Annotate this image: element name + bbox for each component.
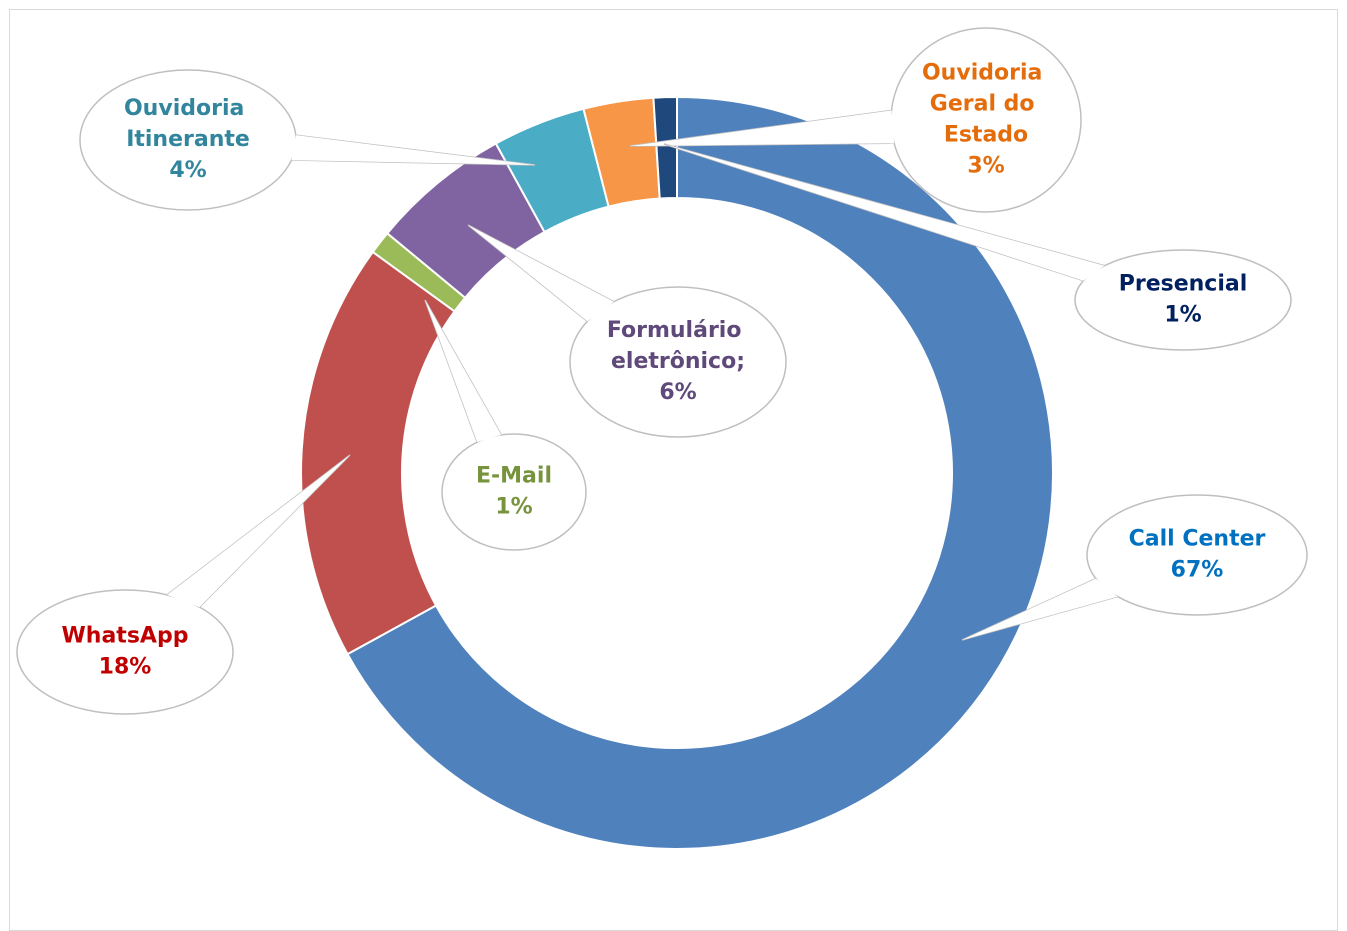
- label-line: Presencial: [1119, 272, 1248, 297]
- data-label-category: Ouvidoria Geral do Estado: [922, 61, 1050, 148]
- data-label-value: 18%: [99, 655, 152, 680]
- label-line: Formulário: [607, 318, 749, 343]
- data-label-category: Ouvidoria Itinerante: [124, 96, 252, 152]
- callout-joint: [167, 455, 350, 608]
- callout-joint: [291, 135, 535, 165]
- callout-bubble: [1086, 494, 1308, 616]
- donut-slice: [346, 95, 1054, 850]
- data-label-value: 3%: [967, 154, 1004, 179]
- callout-bubble: [1074, 249, 1292, 351]
- label-line: Estado: [944, 123, 1028, 148]
- label-line: Geral do: [930, 92, 1042, 117]
- donut-slice: [652, 95, 678, 200]
- data-label-value: 1%: [1164, 303, 1201, 328]
- callout-bubble: [441, 433, 587, 551]
- data-label-category: WhatsApp: [62, 624, 189, 649]
- callout-bubble: [890, 27, 1082, 213]
- data-label-category: Call Center: [1129, 527, 1266, 552]
- label-line: Ouvidoria: [922, 61, 1050, 86]
- label-line: E-Mail: [476, 464, 552, 489]
- callout-joint: [630, 110, 895, 146]
- data-label-category: Formulário eletrônico;: [607, 318, 749, 374]
- data-label-value: 1%: [495, 495, 532, 520]
- data-label-value: 67%: [1171, 558, 1224, 583]
- data-label-value: 4%: [169, 158, 206, 183]
- callout-bubble: [16, 589, 234, 715]
- callout-bubble: [569, 286, 787, 438]
- label-line: eletrônico;: [611, 349, 745, 374]
- label-line: Itinerante: [126, 127, 250, 152]
- data-label-category: Presencial: [1119, 272, 1248, 297]
- label-line: WhatsApp: [62, 624, 189, 649]
- label-line: Call Center: [1129, 527, 1266, 552]
- callout-joint: [468, 225, 614, 322]
- callout-joint: [425, 300, 502, 443]
- data-label-category: E-Mail: [476, 464, 552, 489]
- callout-joint: [962, 578, 1118, 640]
- label-line: Ouvidoria: [124, 96, 252, 121]
- data-label-value: 6%: [659, 380, 696, 405]
- callout-joint: [664, 144, 1105, 281]
